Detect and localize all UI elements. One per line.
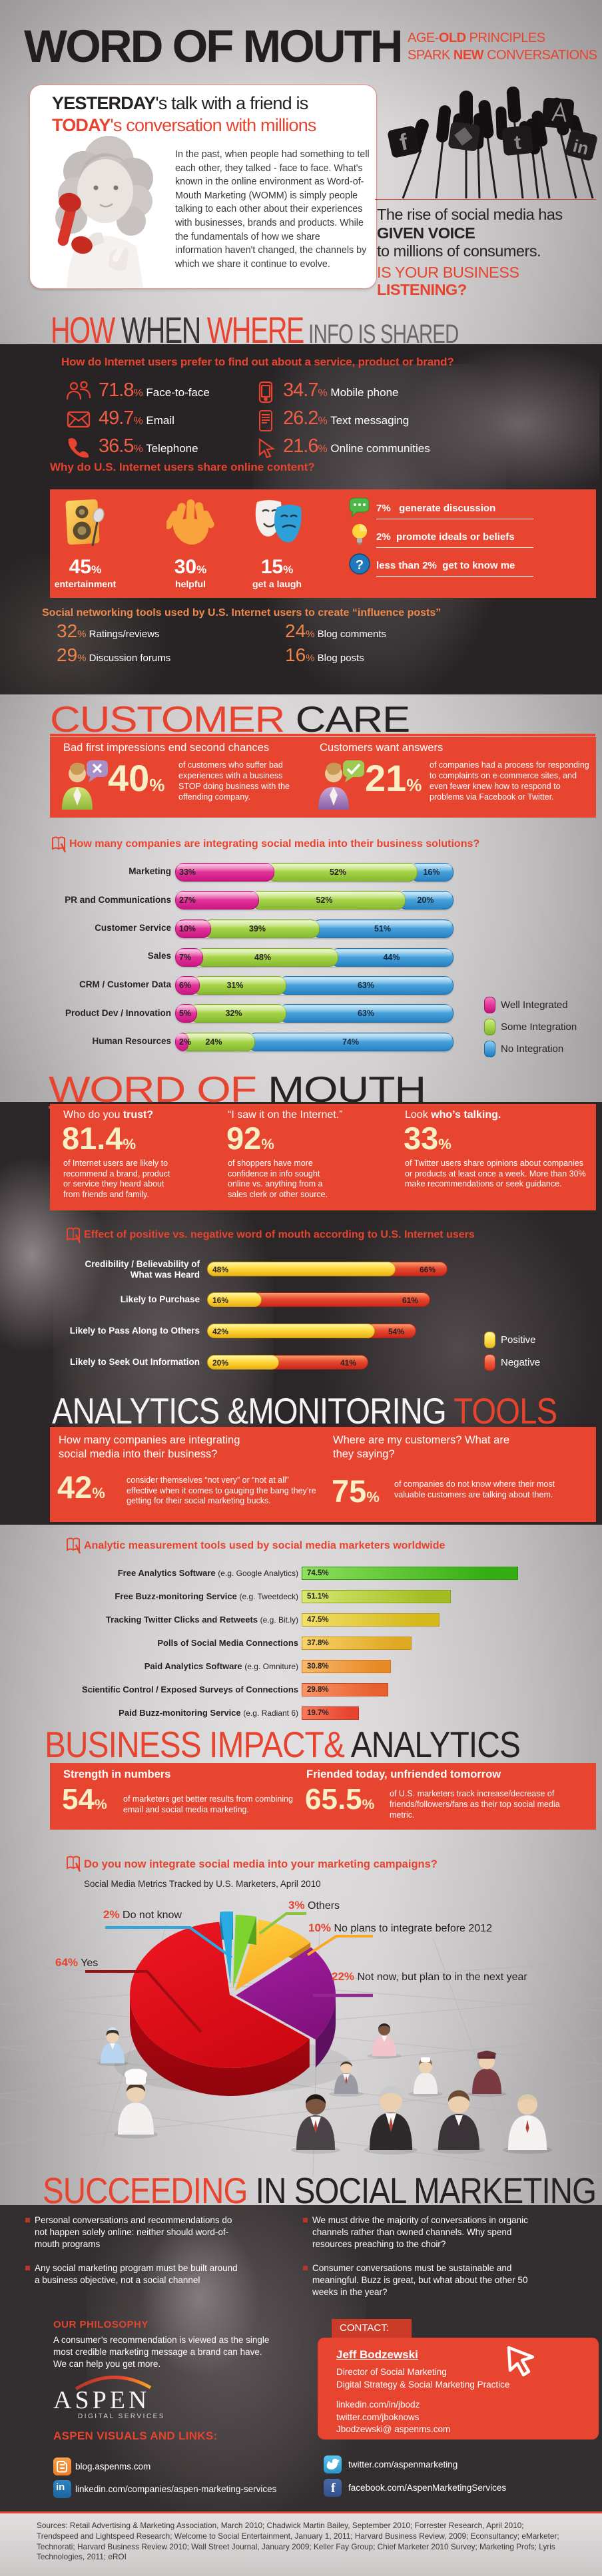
svg-text:?: ? <box>356 558 364 573</box>
svg-text:t: t <box>513 132 522 154</box>
